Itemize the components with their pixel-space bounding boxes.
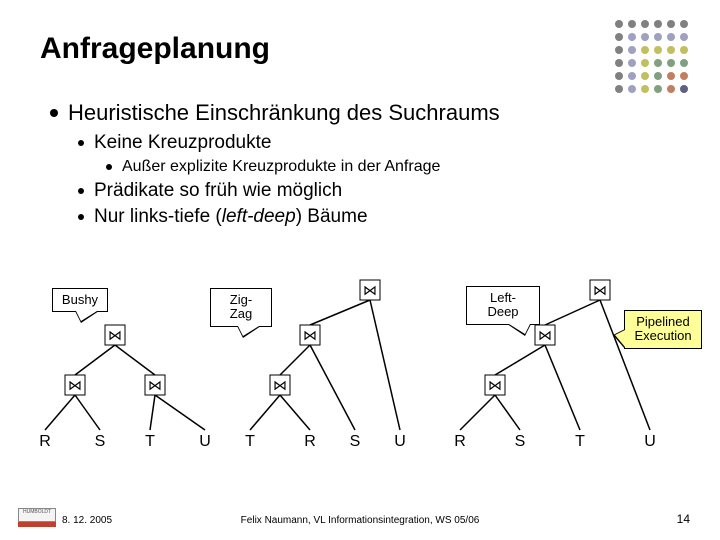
svg-text:⋈: ⋈ [68, 377, 82, 393]
svg-text:⋈: ⋈ [108, 327, 122, 343]
svg-text:R: R [304, 433, 316, 450]
footer-page-number: 14 [677, 512, 690, 526]
svg-text:R: R [39, 433, 51, 450]
svg-text:⋈: ⋈ [303, 327, 317, 343]
svg-text:S: S [515, 433, 526, 450]
footer-credit: Felix Naumann, VL Informationsintegratio… [241, 515, 480, 526]
svg-text:⋈: ⋈ [538, 327, 552, 343]
svg-text:⋈: ⋈ [488, 377, 502, 393]
svg-text:U: U [394, 433, 406, 450]
svg-text:⋈: ⋈ [273, 377, 287, 393]
university-logo: HUMBOLDT [18, 508, 56, 530]
svg-text:U: U [199, 433, 211, 450]
svg-text:S: S [95, 433, 106, 450]
tree-diagram: ⋈ ⋈ ⋈ R S T U ⋈ ⋈ ⋈ T R S U ⋈ ⋈ ⋈ R S T U [0, 0, 720, 540]
svg-text:⋈: ⋈ [148, 377, 162, 393]
svg-text:⋈: ⋈ [593, 282, 607, 298]
svg-text:T: T [245, 433, 255, 450]
svg-text:S: S [350, 433, 361, 450]
svg-text:U: U [644, 433, 656, 450]
svg-text:⋈: ⋈ [363, 282, 377, 298]
svg-text:R: R [454, 433, 466, 450]
svg-text:T: T [575, 433, 585, 450]
footer-date: 8. 12. 2005 [62, 515, 112, 526]
svg-text:T: T [145, 433, 155, 450]
